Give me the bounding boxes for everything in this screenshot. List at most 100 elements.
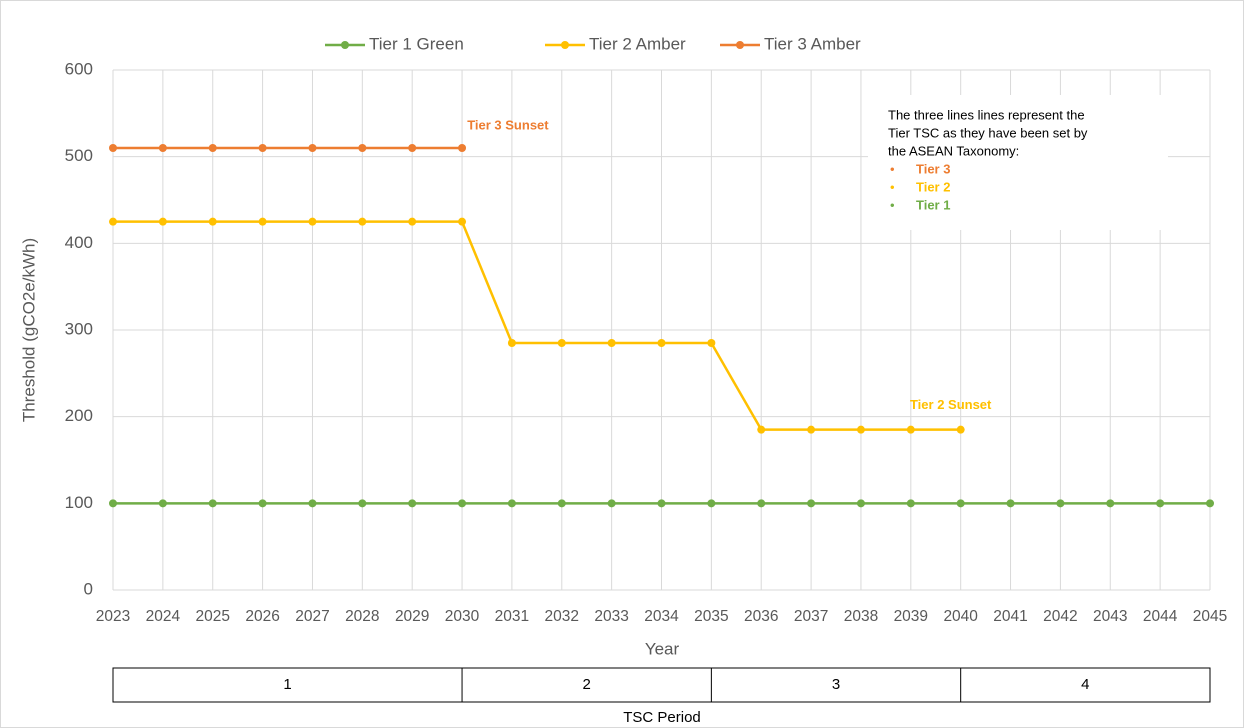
y-tick-label: 500 bbox=[65, 146, 93, 165]
note-bullet: • bbox=[890, 179, 895, 194]
point bbox=[458, 217, 467, 226]
point bbox=[1006, 499, 1015, 508]
y-tick-label: 100 bbox=[65, 493, 93, 512]
point bbox=[208, 144, 217, 152]
point bbox=[408, 499, 417, 508]
period-title: TSC Period bbox=[623, 709, 701, 726]
note-line: the ASEAN Taxonomy: bbox=[888, 143, 1019, 158]
annotation: Tier 3 Sunset bbox=[467, 117, 549, 132]
x-tick-label: 2042 bbox=[1043, 608, 1077, 625]
note-line: The three lines lines represent the bbox=[888, 107, 1085, 122]
note-item: Tier 3 bbox=[916, 161, 950, 176]
x-tick-label: 2041 bbox=[993, 608, 1027, 625]
note-item: Tier 2 bbox=[916, 179, 950, 194]
point bbox=[956, 499, 965, 508]
y-tick-label: 400 bbox=[65, 233, 93, 252]
legend-label: Tier 1 Green bbox=[369, 34, 464, 53]
point bbox=[757, 499, 766, 508]
x-tick-label: 2045 bbox=[1193, 608, 1227, 625]
y-tick-label: 0 bbox=[84, 579, 93, 598]
x-tick-label: 2029 bbox=[395, 608, 429, 625]
point bbox=[956, 425, 965, 434]
point bbox=[1106, 499, 1115, 508]
point bbox=[258, 144, 267, 152]
x-tick-label: 2026 bbox=[245, 608, 279, 625]
point bbox=[507, 499, 516, 508]
point bbox=[757, 425, 766, 434]
x-tick-label: 2043 bbox=[1093, 608, 1127, 625]
point bbox=[557, 499, 566, 508]
point bbox=[109, 499, 117, 508]
x-tick-label: 2031 bbox=[495, 608, 529, 625]
legend-marker bbox=[736, 41, 744, 49]
x-tick-label: 2023 bbox=[96, 608, 130, 625]
legend-label: Tier 3 Amber bbox=[764, 34, 861, 53]
x-tick-label: 2032 bbox=[545, 608, 579, 625]
point bbox=[258, 217, 267, 226]
point bbox=[507, 339, 516, 347]
y-tick-label: 200 bbox=[65, 406, 93, 425]
x-tick-label: 2033 bbox=[594, 608, 628, 625]
period-label: 2 bbox=[583, 676, 591, 693]
point bbox=[208, 499, 217, 508]
point bbox=[906, 499, 915, 508]
point bbox=[208, 217, 217, 226]
x-tick-label: 2037 bbox=[794, 608, 828, 625]
x-tick-label: 2027 bbox=[295, 608, 329, 625]
point bbox=[607, 339, 616, 347]
point bbox=[408, 144, 417, 152]
point bbox=[807, 499, 816, 508]
period-label: 3 bbox=[832, 676, 840, 693]
point bbox=[158, 217, 167, 226]
point bbox=[707, 339, 716, 347]
x-tick-label: 2034 bbox=[644, 608, 679, 625]
point bbox=[657, 339, 666, 347]
x-tick-label: 2040 bbox=[943, 608, 978, 625]
point bbox=[458, 499, 467, 508]
annotation: Tier 2 Sunset bbox=[910, 397, 992, 412]
point bbox=[308, 144, 317, 152]
point bbox=[856, 425, 865, 434]
point bbox=[158, 144, 167, 152]
point bbox=[807, 425, 816, 434]
point bbox=[109, 144, 117, 152]
x-axis-title: Year bbox=[645, 639, 680, 658]
note-line: Tier TSC as they have been set by bbox=[888, 125, 1088, 140]
x-tick-label: 2035 bbox=[694, 608, 728, 625]
y-tick-label: 300 bbox=[65, 319, 93, 338]
y-axis-title: Threshold (gCO2e/kWh) bbox=[19, 238, 38, 422]
point bbox=[458, 144, 467, 152]
point bbox=[358, 217, 367, 226]
point bbox=[707, 499, 716, 508]
point bbox=[1156, 499, 1165, 508]
note-item: Tier 1 bbox=[916, 197, 950, 212]
point bbox=[308, 499, 317, 508]
point bbox=[258, 499, 267, 508]
note-bullet: • bbox=[890, 161, 895, 176]
point bbox=[906, 425, 915, 434]
x-tick-label: 2038 bbox=[844, 608, 878, 625]
point bbox=[358, 499, 367, 508]
point bbox=[358, 144, 367, 152]
note-box: The three lines lines represent the Tier … bbox=[868, 95, 1168, 230]
period-label: 4 bbox=[1081, 676, 1089, 693]
x-tick-label: 2024 bbox=[146, 608, 181, 625]
x-tick-label: 2025 bbox=[195, 608, 229, 625]
point bbox=[109, 217, 117, 226]
y-tick-label: 600 bbox=[65, 59, 93, 78]
x-tick-label: 2030 bbox=[445, 608, 480, 625]
series-line bbox=[113, 220, 961, 431]
point bbox=[408, 217, 417, 226]
period-label: 1 bbox=[283, 676, 291, 693]
note-bullet: • bbox=[890, 197, 895, 212]
point bbox=[1056, 499, 1065, 508]
legend-marker bbox=[341, 41, 349, 49]
point bbox=[1206, 499, 1214, 508]
point bbox=[158, 499, 167, 508]
period-table bbox=[112, 667, 1211, 703]
note-bg bbox=[868, 95, 1168, 230]
x-tick-label: 2039 bbox=[894, 608, 928, 625]
point bbox=[856, 499, 865, 508]
legend-marker bbox=[561, 41, 569, 49]
